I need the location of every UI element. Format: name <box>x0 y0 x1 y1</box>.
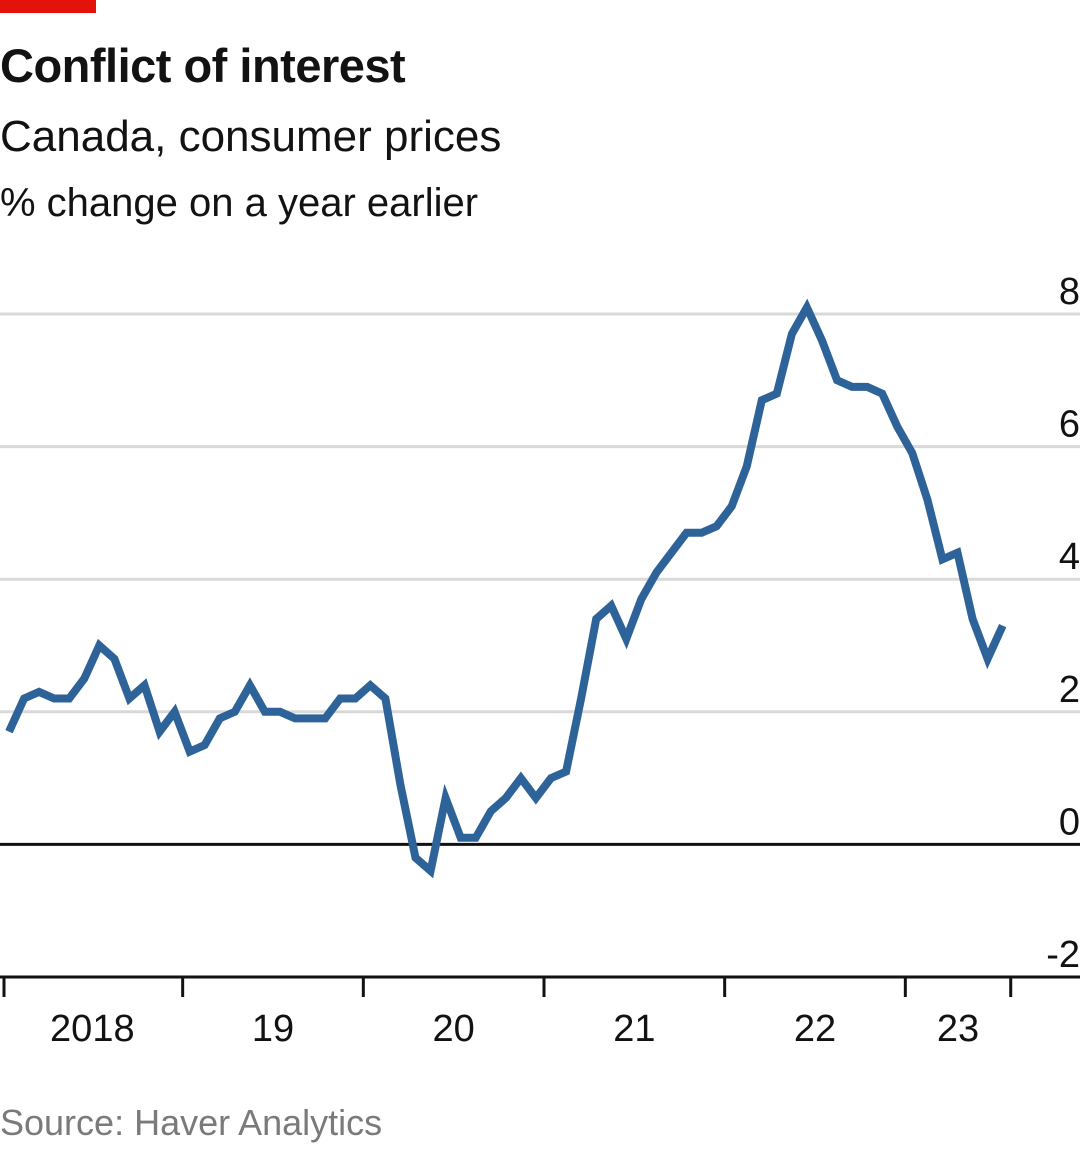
series-layer <box>5 298 1007 879</box>
chart-unit-label: % change on a year earlier <box>0 181 479 225</box>
y-tick-label-6: 6 <box>1059 404 1080 446</box>
x-tick-label-19: 19 <box>252 1008 294 1050</box>
accent-bar <box>0 0 96 13</box>
chart-subtitle: Canada, consumer prices <box>0 112 502 161</box>
grid-lines <box>0 312 1080 979</box>
x-tick-label-20: 20 <box>433 1008 475 1050</box>
x-axis: 2018 19 20 21 22 23 <box>2 977 1013 1050</box>
y-tick-label-4: 4 <box>1059 536 1080 578</box>
x-tick-label-2018: 2018 <box>50 1008 135 1050</box>
x-tick-label-22: 22 <box>794 1008 836 1050</box>
cpi-series-line <box>5 298 1007 879</box>
y-tick-label--2: -2 <box>1046 934 1080 976</box>
y-axis-labels: 8 6 4 2 0 -2 <box>1046 271 1080 976</box>
y-tick-label-0: 0 <box>1059 801 1080 843</box>
x-tick-label-23: 23 <box>937 1008 979 1050</box>
x-tick-label-21: 21 <box>613 1008 655 1050</box>
source-note: Source: Haver Analytics <box>0 1102 383 1143</box>
y-tick-label-2: 2 <box>1059 669 1080 711</box>
chart-title: Conflict of interest <box>0 39 406 92</box>
y-tick-label-8: 8 <box>1059 271 1080 313</box>
